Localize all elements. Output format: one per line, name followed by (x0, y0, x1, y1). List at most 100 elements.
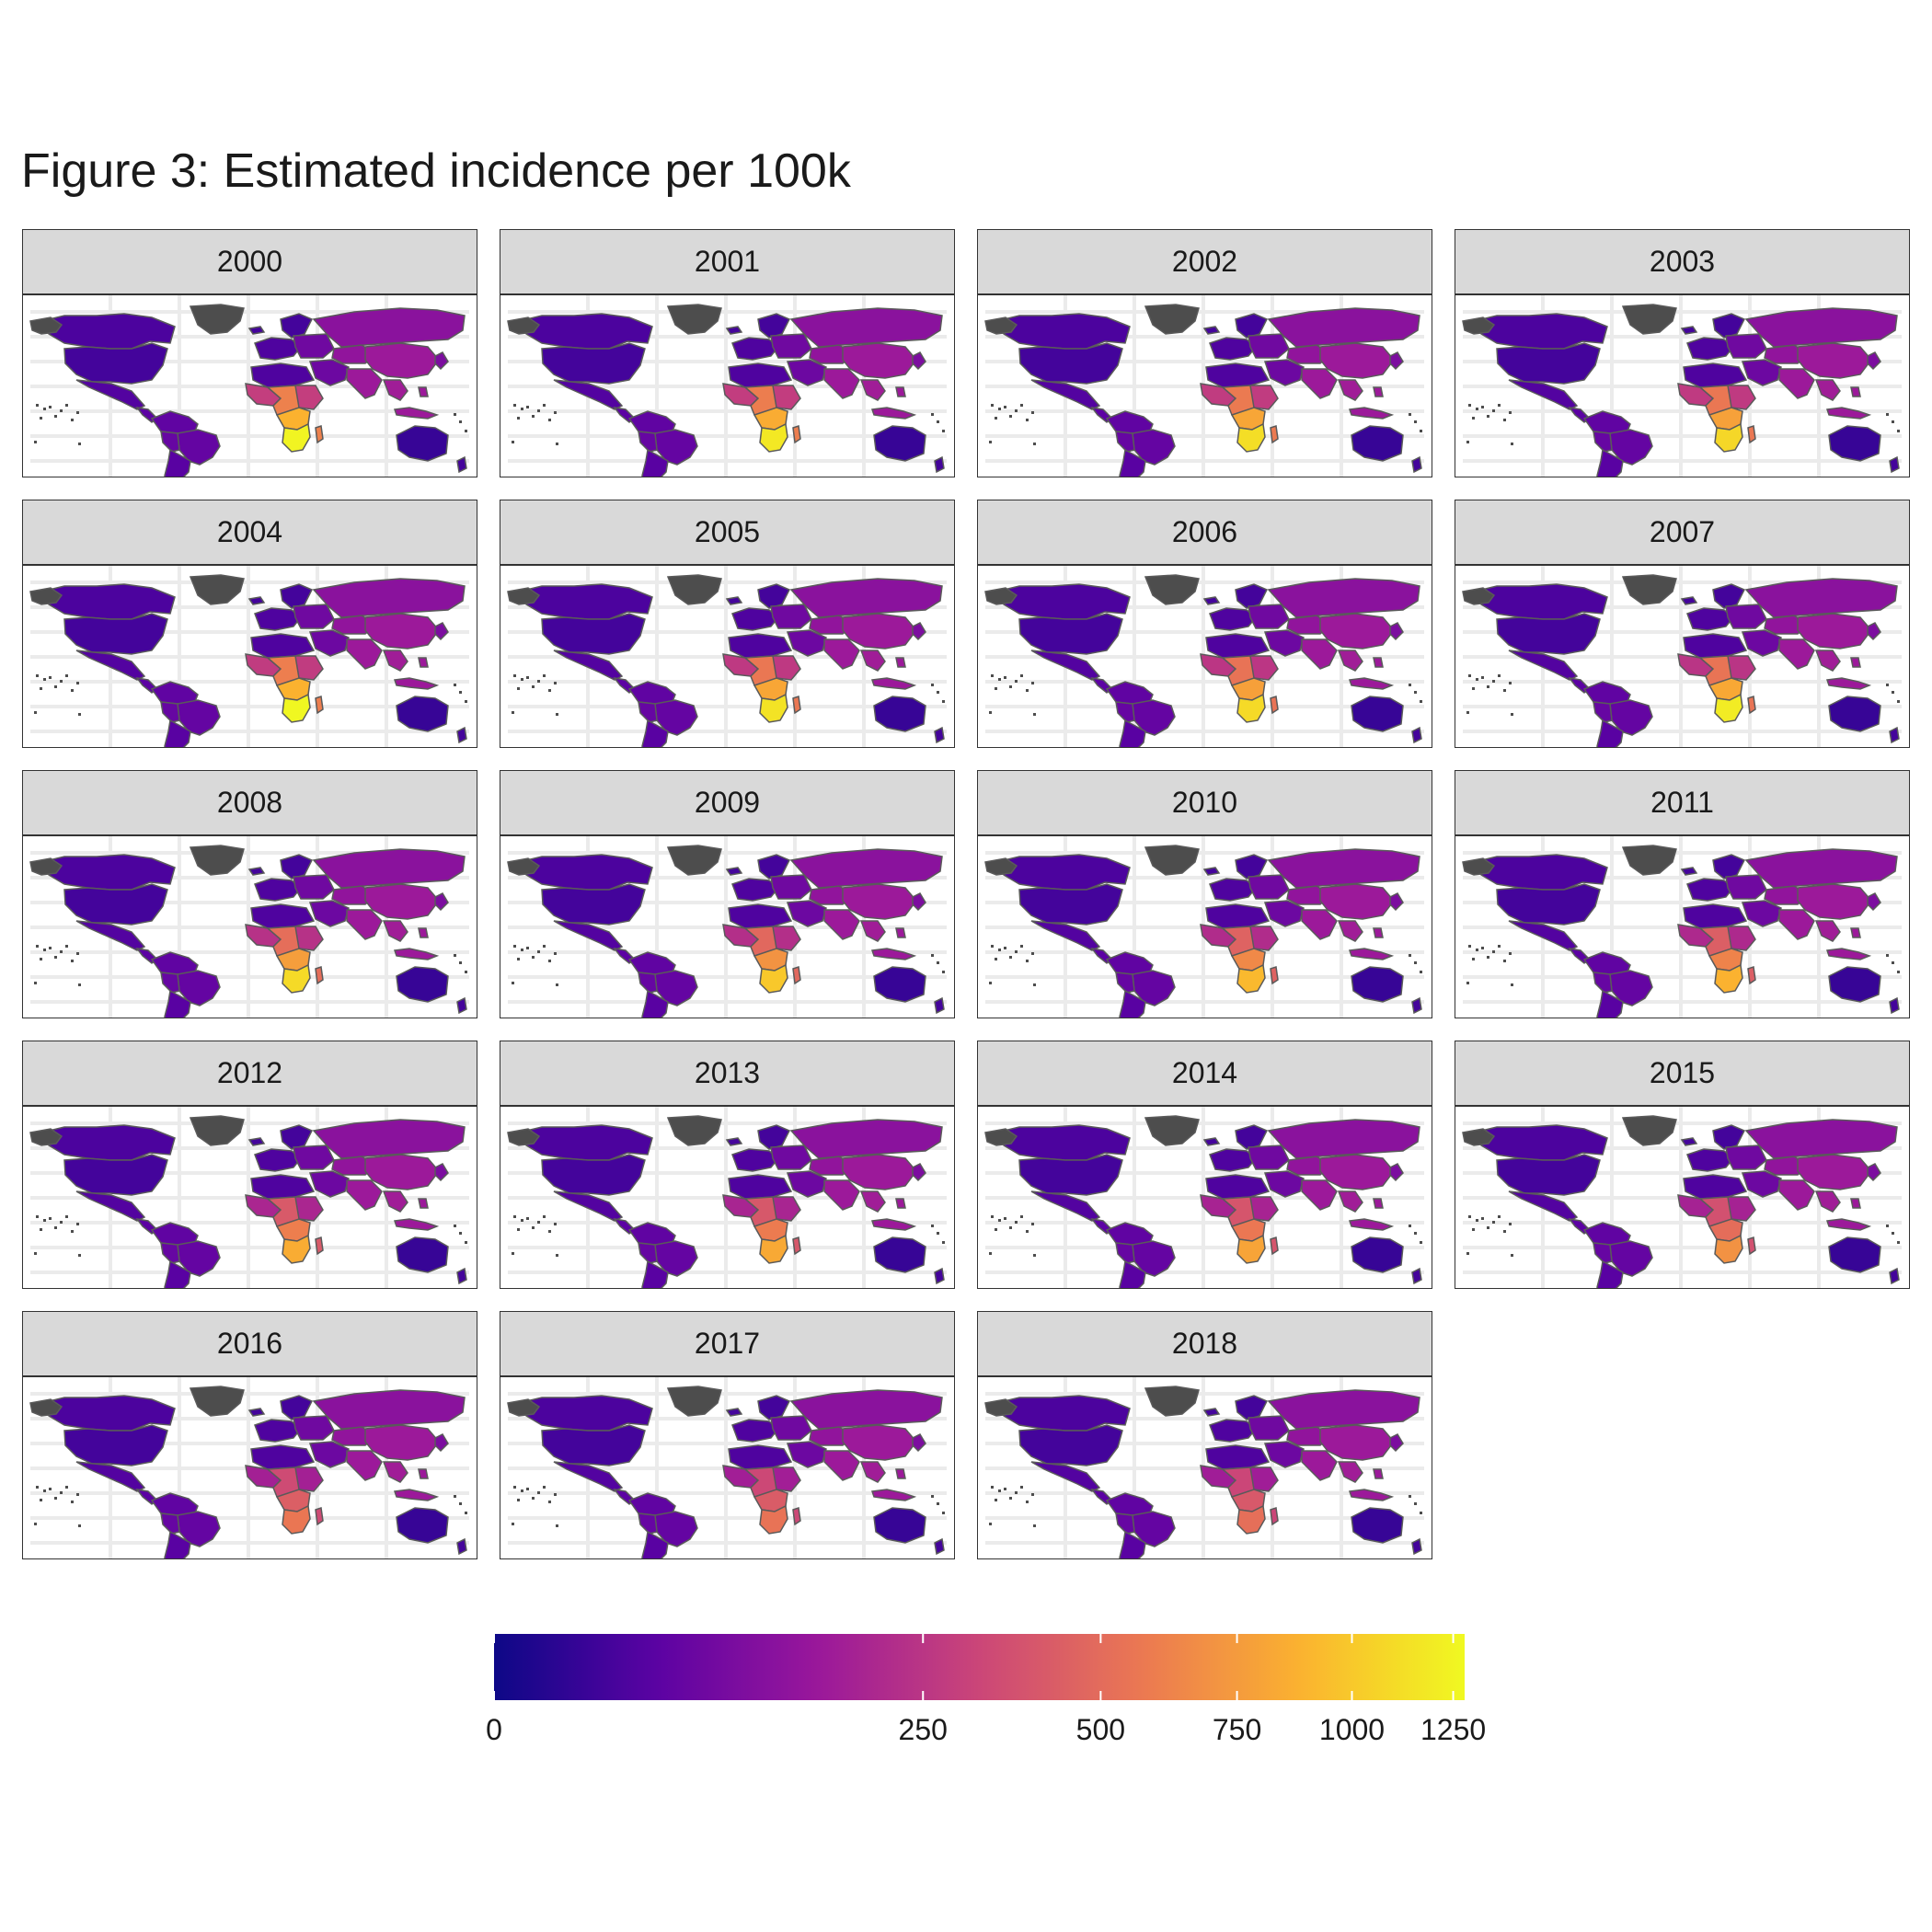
region-brazil (654, 1511, 698, 1547)
region-indonesia (393, 407, 440, 420)
facet-year-label: 2005 (694, 515, 761, 548)
region-southern-africa-south (1236, 963, 1266, 994)
island-marker (512, 1252, 514, 1255)
island-marker (1897, 700, 1900, 703)
island-marker (1420, 1241, 1422, 1244)
region-middle-east (1263, 1441, 1305, 1468)
island-marker (554, 952, 557, 955)
facet-year-label: 2014 (1171, 1056, 1238, 1089)
region-middle-east (786, 359, 827, 386)
region-southern-cone (641, 1530, 669, 1558)
facet-panel: 2018 (977, 1311, 1432, 1559)
choropleth-map (1455, 835, 1910, 1018)
island-marker (1466, 441, 1469, 443)
island-marker (465, 1241, 467, 1244)
world-map (507, 295, 947, 477)
island-marker (937, 961, 939, 964)
island-marker (36, 1486, 39, 1489)
island-marker (991, 404, 994, 407)
region-west-south-america (1593, 972, 1613, 994)
region-southeast-asia (382, 650, 408, 672)
region-greenland (1621, 845, 1677, 876)
region-southern-cone (1119, 448, 1146, 477)
region-eastern-europe (1725, 874, 1767, 900)
region-greenland (1621, 574, 1677, 605)
facet-strip: 2015 (1455, 1041, 1910, 1106)
region-philippines (1373, 1198, 1384, 1209)
region-west-south-america (160, 431, 180, 453)
region-iceland (1680, 867, 1698, 876)
island-marker (78, 443, 81, 445)
region-north-africa (728, 1174, 793, 1200)
island-marker (1472, 958, 1475, 960)
region-southern-cone (1596, 448, 1624, 477)
island-marker (517, 687, 520, 690)
facet-year-label: 2002 (1171, 245, 1238, 278)
island-marker (1511, 983, 1513, 986)
world-map (984, 1107, 1424, 1288)
region-madagascar (792, 1236, 801, 1256)
region-madagascar (792, 425, 801, 444)
facet-year-label: 2001 (694, 245, 761, 278)
island-marker (1892, 961, 1894, 964)
island-marker (71, 1501, 74, 1503)
island-marker (989, 711, 992, 714)
region-southern-africa-south (282, 693, 311, 723)
region-japan-korea (1389, 351, 1404, 371)
region-madagascar (792, 696, 801, 715)
island-marker (1020, 404, 1023, 407)
island-marker (54, 956, 57, 959)
island-marker (1498, 1215, 1501, 1218)
region-new-zealand (1889, 996, 1900, 1015)
island-marker (1409, 1225, 1411, 1227)
island-marker (1472, 417, 1475, 420)
choropleth-map (22, 565, 477, 748)
island-marker (517, 417, 520, 420)
region-north-africa (1683, 633, 1748, 659)
region-north-south-america (1582, 681, 1631, 705)
region-southern-africa-south (759, 422, 788, 453)
region-south-asia (346, 1450, 383, 1481)
world-map (984, 836, 1424, 1018)
island-marker (1503, 960, 1506, 962)
region-new-zealand (1889, 1267, 1900, 1285)
island-marker (995, 417, 997, 420)
region-new-zealand (1411, 1537, 1422, 1556)
region-new-zealand (934, 1537, 945, 1556)
region-scandinavia (1712, 313, 1746, 339)
island-marker (1487, 956, 1489, 959)
island-marker (942, 700, 945, 703)
region-greenland (1144, 1115, 1200, 1146)
region-japan-korea (912, 622, 926, 641)
region-iceland (725, 1137, 743, 1146)
region-madagascar (1270, 966, 1279, 985)
region-brazil (177, 1511, 221, 1547)
island-marker (1031, 1493, 1034, 1496)
island-marker (1004, 406, 1006, 408)
island-marker (537, 1221, 540, 1224)
region-australia (1351, 696, 1404, 732)
region-russia (1267, 578, 1420, 618)
region-australia (1351, 1507, 1404, 1544)
region-usa (63, 883, 168, 926)
region-north-south-america (1105, 951, 1154, 975)
island-marker (49, 676, 52, 679)
region-philippines (895, 927, 906, 938)
region-eastern-europe (293, 1415, 335, 1441)
region-brazil (1132, 429, 1176, 466)
island-marker (1492, 1221, 1495, 1224)
region-russia (789, 578, 943, 618)
region-mexico (1508, 650, 1579, 681)
region-mongolia-china (1797, 1154, 1872, 1190)
region-north-africa (250, 1444, 316, 1470)
island-marker (1492, 409, 1495, 412)
region-mongolia-china (1797, 342, 1872, 379)
region-southern-africa-south (1714, 963, 1743, 994)
region-southern-cone (641, 989, 669, 1018)
region-southern-africa-south (1714, 422, 1743, 453)
island-marker (512, 982, 514, 984)
region-usa (541, 1424, 646, 1466)
region-north-south-america (1105, 1492, 1154, 1516)
island-marker (65, 945, 68, 948)
island-marker (60, 680, 63, 683)
